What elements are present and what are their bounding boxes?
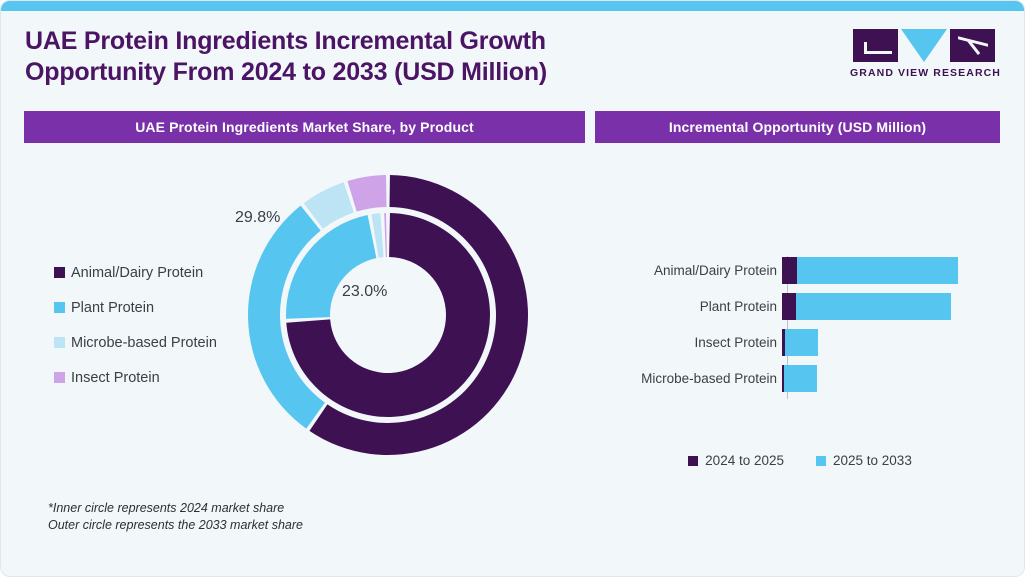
legend-label: Animal/Dairy Protein — [71, 264, 204, 281]
donut-slice — [371, 213, 384, 258]
legend-item-animal-dairy-protein: Animal/Dairy Protein — [54, 255, 217, 290]
section-header-incremental-opportunity: Incremental Opportunity (USD Million) — [595, 111, 1000, 143]
page-title: UAE Protein Ingredients Incremental Grow… — [25, 26, 665, 88]
bar-segment-2025-2033 — [784, 364, 817, 392]
bar-segment-2025-2033 — [797, 256, 958, 284]
donut-slice — [248, 205, 325, 429]
logo-r-icon — [950, 29, 995, 62]
logo-wordmark: GRAND VIEW RESEARCH — [850, 67, 1001, 79]
legend-swatch-icon — [54, 267, 65, 278]
bar-track — [782, 364, 817, 392]
legend-item-plant-protein: Plant Protein — [54, 290, 217, 325]
legend-swatch-icon — [54, 302, 65, 313]
donut-slice — [309, 175, 528, 455]
legend-swatch-icon — [816, 455, 826, 466]
footnote: *Inner circle represents 2024 market sha… — [48, 500, 303, 534]
logo-marks — [850, 29, 998, 62]
donut-slice — [286, 213, 490, 417]
donut-slice — [303, 182, 354, 229]
legend-item-microbe-based-protein: Microbe-based Protein — [54, 325, 217, 360]
bar-row: Plant Protein — [600, 292, 1000, 320]
bar-segment-2024-2025 — [782, 256, 797, 284]
bar-chart-legend: 2024 to 2025 2025 to 2033 — [600, 453, 1000, 468]
bar-category-label: Microbe-based Protein — [641, 370, 777, 386]
section-header-market-share: UAE Protein Ingredients Market Share, by… — [24, 111, 585, 143]
bar-segment-2025-2033 — [796, 292, 951, 320]
donut-ring-2033 — [248, 175, 528, 455]
legend-item-insect-protein: Insect Protein — [54, 360, 217, 395]
brand-logo: GRAND VIEW RESEARCH — [850, 29, 1001, 79]
donut-slice — [286, 215, 377, 319]
donut-svg — [248, 175, 528, 455]
bar-category-label: Plant Protein — [699, 298, 777, 314]
bar-legend-label: 2025 to 2033 — [833, 453, 912, 468]
bar-category-label: Animal/Dairy Protein — [653, 262, 777, 278]
bar-track — [782, 292, 951, 320]
product-legend: Animal/Dairy Protein Plant Protein Micro… — [54, 255, 217, 395]
bar-track — [782, 328, 818, 356]
bar-row: Animal/Dairy Protein — [600, 256, 1000, 284]
bar-legend-label: 2024 to 2025 — [705, 453, 784, 468]
bar-row: Microbe-based Protein — [600, 364, 1000, 392]
legend-swatch-icon — [54, 337, 65, 348]
donut-slice — [347, 175, 387, 212]
bar-row: Insect Protein — [600, 328, 1000, 356]
legend-swatch-icon — [688, 455, 699, 466]
bar-segment-2024-2025 — [782, 292, 796, 320]
title-line-2: Opportunity From 2024 to 2033 (USD Milli… — [25, 58, 548, 86]
bar-chart-axis-line — [787, 256, 788, 399]
footnote-line-2: Outer circle represents the 2033 market … — [48, 518, 303, 532]
logo-g-icon — [853, 29, 898, 62]
legend-label: Plant Protein — [71, 299, 155, 316]
top-accent-strip — [0, 0, 1025, 11]
logo-v-icon — [901, 29, 947, 62]
donut-slice — [384, 213, 387, 258]
donut-label-outer-plant-share: 29.8% — [235, 209, 281, 226]
bar-segment-2025-2033 — [785, 328, 818, 356]
bar-track — [782, 256, 958, 284]
donut-label-inner-plant-share: 23.0% — [342, 283, 388, 300]
bar-segment-2024-2025 — [782, 364, 784, 392]
bar-legend-item-2024-2025: 2024 to 2025 — [688, 453, 784, 468]
bar-legend-item-2025-2033: 2025 to 2033 — [816, 453, 912, 468]
legend-swatch-icon — [54, 372, 65, 383]
legend-label: Microbe-based Protein — [71, 334, 217, 351]
bar-segment-2024-2025 — [782, 328, 785, 356]
title-line-1: UAE Protein Ingredients Incremental Grow… — [25, 27, 546, 55]
incremental-opportunity-bar-chart: Animal/Dairy Protein Plant Protein Insec… — [600, 250, 1000, 405]
footnote-line-1: *Inner circle represents 2024 market sha… — [48, 501, 285, 515]
donut-ring-2024 — [286, 213, 490, 417]
bar-category-label: Insect Protein — [694, 334, 777, 350]
nested-donut-chart — [248, 175, 528, 455]
legend-label: Insect Protein — [71, 369, 160, 386]
